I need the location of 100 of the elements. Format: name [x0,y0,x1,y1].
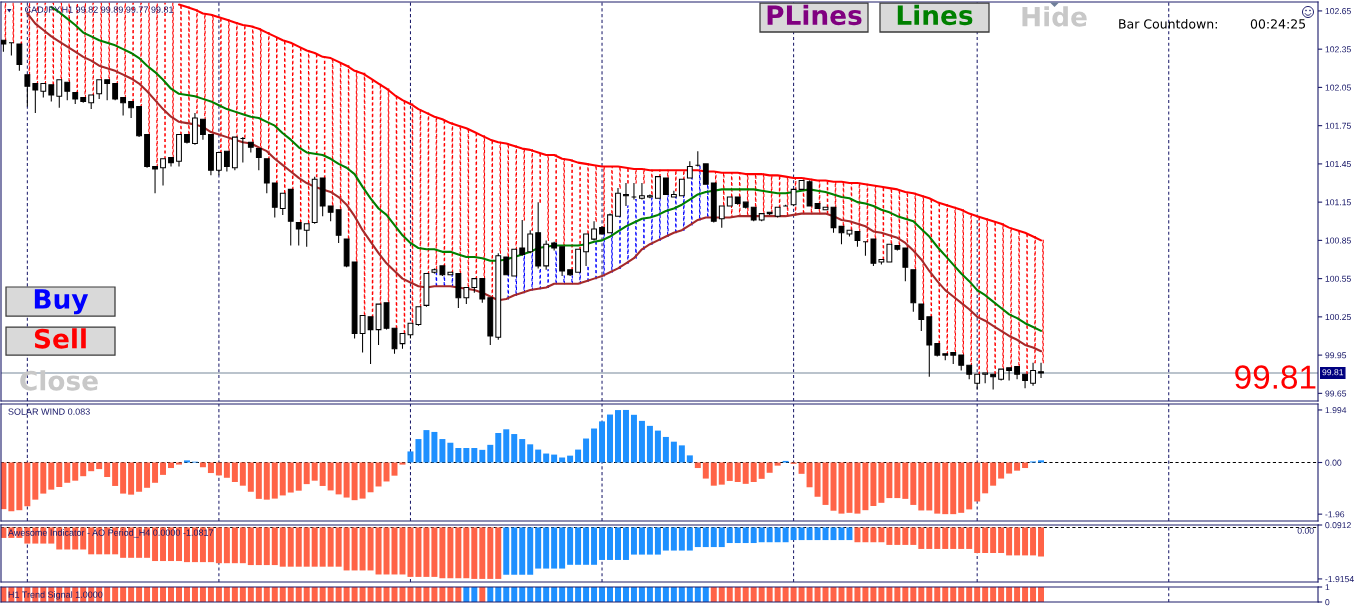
bar [495,432,502,463]
candlestick [40,83,47,99]
bar [575,449,582,463]
bar [463,448,470,463]
bar [758,462,765,479]
bar [199,462,206,468]
ref-line-label: 0.00 [1297,527,1314,534]
bar [854,462,861,514]
candlestick [966,364,973,380]
candlestick [160,158,166,187]
candlestick [862,241,869,257]
bar [862,462,869,511]
candlestick [48,84,55,102]
annotation: 00:24:25 [1250,19,1306,29]
y-tick-label: 102.05 [1325,84,1351,91]
candlestick [654,176,661,199]
bar [966,462,973,510]
candlestick [335,209,342,244]
bar [1038,460,1045,463]
bar [950,462,957,515]
bar [120,462,127,494]
bar [8,462,15,512]
bar [415,439,422,463]
candlestick [607,213,613,234]
bar [974,462,981,502]
bar [607,414,614,463]
y-tick-label: -1.9154 [1325,576,1354,583]
bar [255,462,262,499]
bar [487,444,494,463]
bar [471,448,478,463]
candlestick [718,205,725,229]
bar [535,449,542,463]
candlestick [750,206,757,222]
candlestick [64,81,71,101]
bar [399,462,406,465]
candlestick [758,213,765,222]
candlestick [471,278,478,294]
bar [846,462,853,513]
bar [902,462,909,499]
bar [479,449,486,463]
chart-title: SOLAR WIND 0.083 [8,408,90,415]
bar [144,462,151,488]
candlestick [287,188,294,246]
candlestick [463,287,470,305]
bar [215,462,222,476]
annotation: Lines [897,4,973,26]
candlestick [678,178,685,197]
bar [223,462,230,478]
y-tick-label: 100.85 [1325,237,1351,244]
bar [168,462,175,469]
bar [774,462,781,466]
candlestick [774,206,781,218]
candlestick [184,134,190,145]
candlestick [734,196,741,206]
candlestick [702,163,709,185]
y-tick-label: 102.35 [1325,46,1351,53]
candlestick [670,190,677,198]
candlestick [295,222,302,246]
candlestick [247,141,254,153]
candlestick [128,100,135,119]
candlestick [192,112,198,146]
bar [822,462,829,505]
bar [48,462,55,490]
bar [942,462,949,515]
candlestick [583,233,589,267]
bar [231,462,238,482]
bar [152,462,159,483]
candlestick [982,372,989,384]
bar [335,462,342,495]
bar [630,414,637,463]
candlestick [591,220,597,241]
bar [814,462,821,497]
bar [24,462,31,507]
candlestick [974,373,981,391]
candlestick [319,177,326,217]
candlestick [104,79,111,101]
candlestick [423,273,430,308]
bar [295,462,302,491]
bar [319,462,326,486]
candlestick [176,134,182,167]
bar [112,462,119,486]
bar [239,462,246,486]
bar [662,436,669,463]
bar [160,462,167,475]
bar [439,439,446,463]
bar [615,410,621,463]
candlestick [694,150,701,167]
candlestick [950,352,957,365]
candlestick [1014,366,1020,380]
candlestick [239,136,246,164]
bar [982,462,989,494]
y-tick-label: 100.55 [1325,275,1351,282]
candlestick [215,151,222,176]
bar [958,462,965,513]
bar [583,438,590,463]
bar [527,444,534,463]
candlestick [88,94,95,110]
candlestick [878,258,885,266]
y-tick-label: 0 [1325,599,1330,606]
candlestick [271,182,278,218]
